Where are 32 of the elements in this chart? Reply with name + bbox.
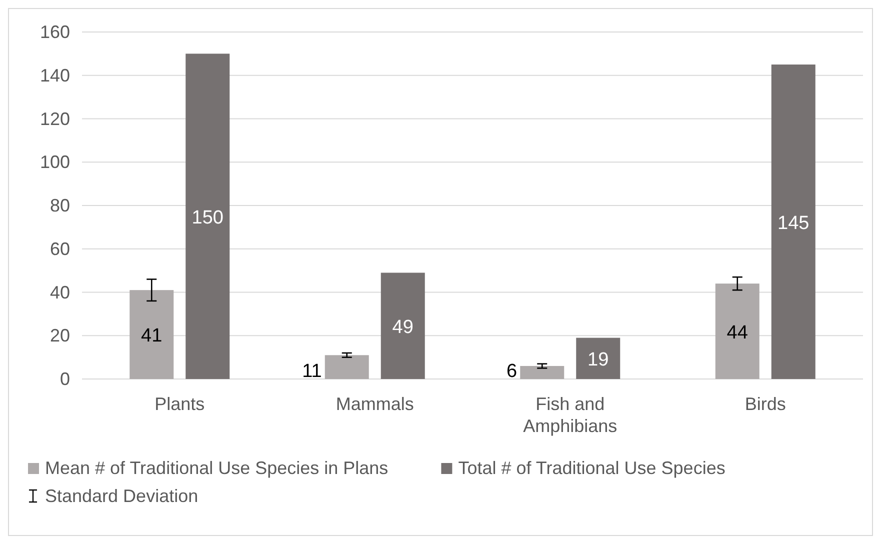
y-tick-label: 80 bbox=[50, 196, 70, 216]
x-tick-label: Fish and Amphibians bbox=[523, 394, 618, 436]
y-tick-label: 120 bbox=[40, 108, 70, 129]
y-tick-label: 0 bbox=[60, 369, 70, 389]
x-tick-label: Mammals bbox=[336, 394, 414, 414]
y-tick-label: 140 bbox=[40, 65, 70, 86]
y-tick-label: 100 bbox=[40, 152, 70, 172]
text: Standard Deviation bbox=[45, 486, 198, 506]
bar bbox=[130, 290, 174, 379]
bar bbox=[715, 284, 760, 379]
data-label: 145 bbox=[778, 212, 810, 234]
data-label: 150 bbox=[192, 207, 224, 228]
legend-label: Mean # of Traditional Use Species in Plans bbox=[45, 458, 388, 478]
bar bbox=[520, 366, 564, 379]
bar bbox=[771, 64, 816, 379]
x-tick-label: Plants bbox=[154, 394, 205, 414]
y-tick-label: 60 bbox=[50, 238, 70, 259]
x-tick-label: Birds bbox=[744, 394, 786, 414]
bar bbox=[380, 272, 425, 379]
data-label: 44 bbox=[726, 322, 748, 344]
data-label: 11 bbox=[302, 361, 322, 382]
y-tick-label: 160 bbox=[40, 22, 70, 42]
bar bbox=[186, 54, 230, 379]
data-label: 19 bbox=[588, 349, 609, 370]
data-label: 6 bbox=[506, 361, 518, 382]
bar bbox=[324, 355, 369, 379]
data-label: 49 bbox=[392, 316, 414, 338]
bar bbox=[576, 338, 620, 379]
y-tick-label: 20 bbox=[50, 326, 70, 346]
legend-label: Total # of Traditional Use Species bbox=[458, 458, 726, 478]
y-tick-label: 40 bbox=[50, 282, 70, 302]
data-label: 41 bbox=[141, 326, 162, 347]
